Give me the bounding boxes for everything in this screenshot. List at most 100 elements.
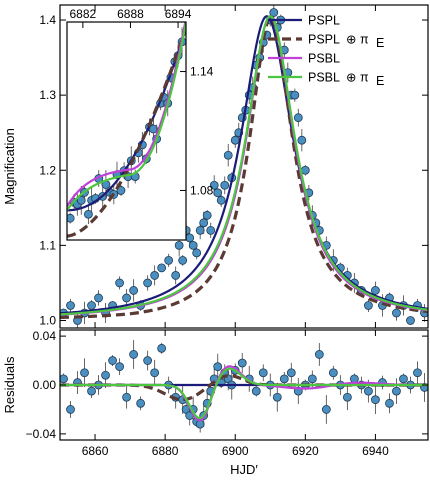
inset-xtick-label: 6894 [165, 7, 192, 21]
main-data-point [392, 308, 401, 318]
main-data-point [220, 180, 230, 190]
inset-background [67, 22, 186, 240]
resid-model-psble [60, 367, 428, 420]
resid-data-point [314, 350, 324, 359]
main-data-point [94, 293, 103, 303]
main-data-point [129, 286, 139, 295]
resid-data-point [143, 356, 153, 365]
main-data-point [143, 278, 153, 288]
inset-data-point [84, 209, 93, 219]
legend-label-subscript: E [376, 74, 384, 88]
main-data-point [188, 240, 198, 250]
inset-model-psple [67, 27, 186, 238]
resid-data-point [251, 386, 261, 396]
legend: PSPL PSPL ⊕ π E PSBL PSBL ⊕ π E [268, 14, 384, 88]
inset-ytick-label: 1.14 [190, 65, 214, 79]
main-data-point [174, 240, 184, 250]
resid-data-point [279, 374, 289, 384]
main-data-point [223, 150, 233, 160]
resid-data-point [122, 392, 131, 402]
residuals-panel: −0.04 0.00 0.04 6860 6880 6900 6920 6940 [26, 329, 429, 458]
resid-ytick-label: −0.04 [26, 427, 57, 441]
resid-data-point [321, 405, 331, 414]
resid-data-point [272, 392, 282, 402]
main-data-point [406, 316, 415, 325]
resid-data-point [258, 368, 268, 378]
main-model-psble [60, 15, 428, 316]
resid-data-point [80, 368, 89, 378]
resid-xtick-label: 6900 [222, 444, 249, 458]
resid-data-point [342, 392, 352, 402]
resid-data-point [213, 362, 223, 372]
resid-data-point [371, 395, 380, 405]
main-ytick-label: 1.4 [39, 13, 56, 27]
inset-frame [66, 21, 187, 241]
resid-data-point [66, 405, 75, 414]
inset-xtick-label: 6888 [117, 7, 144, 21]
inset-data-point [76, 195, 86, 205]
main-data-point [115, 278, 124, 288]
legend-label-subscript: E [376, 36, 384, 50]
resid-data-point [399, 374, 408, 384]
legend-label: PSBL [308, 71, 340, 85]
resid-data-point [150, 368, 160, 378]
main-data-point [209, 180, 219, 190]
legend-label: PSPL [308, 14, 340, 28]
main-data-point [371, 286, 380, 295]
inset-panel: 6882 6888 6894 1.08 1.14 [66, 7, 214, 241]
main-data-point [293, 113, 303, 123]
resid-data-point [101, 370, 110, 380]
main-data-point [150, 271, 160, 280]
main-data-point [213, 188, 223, 198]
main-data-point [290, 90, 300, 100]
resid-data-point [60, 374, 68, 384]
main-panel: 1.0 1.1 1.2 1.3 1.4 [39, 4, 429, 329]
inset-model-psble [67, 22, 186, 211]
main-data-point [300, 165, 310, 175]
main-ytick-label: 1.1 [39, 238, 56, 252]
resid-data-point [129, 350, 139, 359]
main-data-point [199, 218, 209, 228]
legend-label: PSBL [308, 52, 340, 66]
resid-data-point [286, 368, 296, 378]
main-ytick-label: 1.3 [39, 88, 56, 102]
main-data-point [202, 210, 212, 220]
main-data-point [297, 135, 307, 145]
main-model-pspl [60, 15, 428, 315]
resid-model-psple [60, 374, 428, 402]
main-data-point [87, 301, 96, 310]
legend-label: PSPL [308, 33, 340, 47]
resid-data-point [413, 368, 422, 378]
inset-model-psbl [67, 22, 186, 207]
inset-xtick-label: 6882 [70, 7, 97, 21]
main-data-point [66, 301, 75, 310]
main-data-point [185, 233, 195, 243]
main-data-point [171, 271, 181, 280]
main-data-point [364, 301, 373, 310]
resid-data-point [108, 356, 117, 365]
inset-data-point [149, 124, 158, 134]
resid-xtick-label: 6860 [82, 444, 109, 458]
main-data-point [164, 255, 174, 265]
resid-ylabel: Residuals [2, 356, 17, 414]
resid-ytick-label: 0.04 [33, 329, 57, 343]
resid-model-psbl [60, 365, 428, 422]
inset-data-point [67, 213, 75, 223]
main-data-point [216, 195, 226, 205]
main-data-point [178, 255, 188, 265]
resid-data-point [364, 386, 373, 396]
main-data-point [195, 225, 205, 235]
main-data-point [206, 225, 216, 235]
legend-label-suffix: ⊕ π [346, 71, 369, 85]
resid-data-point [237, 358, 247, 368]
resid-data-point [157, 343, 167, 353]
resid-data-point [385, 398, 394, 408]
resid-ytick-label: 0.00 [33, 378, 57, 392]
main-ytick-label: 1.2 [39, 163, 56, 177]
axis-labels: Magnification Residuals HJD′ [2, 128, 258, 477]
resid-data-point [87, 386, 96, 396]
resid-xtick-label: 6920 [292, 444, 319, 458]
main-data-point [192, 248, 202, 258]
